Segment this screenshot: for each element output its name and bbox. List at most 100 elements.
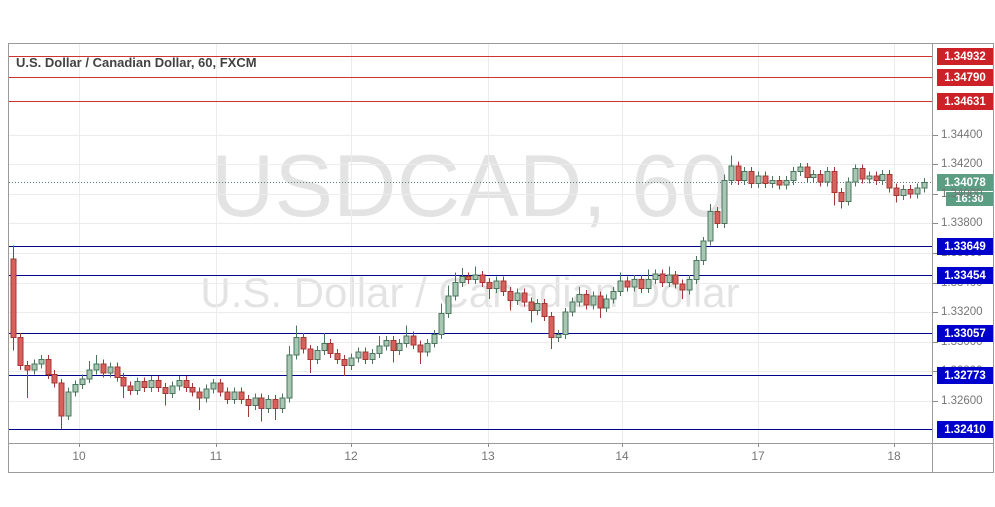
candle <box>72 380 79 397</box>
price-tick <box>933 164 938 165</box>
candle <box>286 346 293 403</box>
time-tick <box>758 443 759 447</box>
candlestick-series <box>10 155 928 430</box>
resistance-price-badge: 1.34790 <box>937 69 993 86</box>
last-price-badge: 1.34078 <box>937 174 993 191</box>
chart-pane[interactable] <box>9 44 932 443</box>
candle <box>514 288 521 305</box>
price-tick <box>933 194 938 195</box>
candle <box>327 338 334 359</box>
candle <box>548 312 555 350</box>
chart-frame-border <box>8 43 994 473</box>
candle <box>252 393 259 410</box>
price-tick <box>933 342 938 343</box>
candle <box>769 176 776 188</box>
candle <box>672 270 679 289</box>
candle <box>24 361 31 399</box>
candle <box>900 184 907 200</box>
candle <box>307 344 314 373</box>
bar-countdown-badge: 16:30 <box>946 192 993 206</box>
candle <box>838 187 845 209</box>
time-tick <box>216 443 217 447</box>
time-axis-label: 12 <box>344 449 358 463</box>
candle <box>65 387 72 421</box>
candle <box>831 167 838 206</box>
candle <box>341 355 348 376</box>
candle <box>500 276 507 296</box>
candle <box>238 387 245 404</box>
price-axis-label: 1.34200 <box>941 158 983 170</box>
candle <box>100 359 107 378</box>
candle <box>279 393 286 413</box>
candle <box>610 287 617 304</box>
candle <box>562 307 569 339</box>
candle <box>879 170 886 185</box>
price-axis-label: 1.33800 <box>941 217 983 229</box>
price-axis-label: 1.32600 <box>941 395 983 407</box>
candle <box>169 381 176 399</box>
time-tick <box>622 443 623 447</box>
time-axis[interactable]: 10 11 12 13 14 17 18 <box>8 443 993 472</box>
candle <box>686 275 693 295</box>
candle <box>127 381 134 396</box>
candle <box>31 359 38 375</box>
candle <box>79 374 86 390</box>
candle <box>569 297 576 317</box>
candle <box>10 245 17 351</box>
candle <box>810 170 817 183</box>
candle <box>528 297 535 323</box>
candle <box>272 395 279 421</box>
candle <box>631 275 638 292</box>
candle <box>459 267 466 288</box>
time-axis-label: 10 <box>72 449 86 463</box>
candle <box>714 207 721 228</box>
candle <box>376 335 383 359</box>
candle <box>465 272 472 285</box>
price-tick <box>933 223 938 224</box>
support-price-badge: 1.33057 <box>937 325 993 342</box>
gridlines <box>9 44 932 443</box>
price-tick <box>933 135 938 136</box>
candle <box>866 171 873 184</box>
price-tick <box>933 312 938 313</box>
candle <box>107 362 114 378</box>
candle <box>224 387 231 404</box>
candle <box>196 387 203 410</box>
candle <box>741 167 748 185</box>
candle <box>907 184 914 199</box>
candle <box>576 287 583 307</box>
price-tick <box>933 283 938 284</box>
candle <box>721 174 728 228</box>
time-axis-label: 13 <box>481 449 495 463</box>
candle <box>369 349 376 364</box>
candle <box>659 269 666 288</box>
candle <box>783 176 790 190</box>
candle <box>134 377 141 396</box>
candle <box>845 177 852 206</box>
price-axis[interactable]: 1.34078 16:30 1.34400 1.34200 1.34000 1.338… <box>933 43 993 443</box>
candle <box>362 347 369 364</box>
candle <box>617 272 624 296</box>
candle <box>314 346 321 364</box>
candle <box>748 167 755 188</box>
candle <box>51 369 58 388</box>
candle <box>245 395 252 418</box>
candle <box>293 325 300 360</box>
candle <box>155 375 162 393</box>
candle <box>348 353 355 370</box>
candle <box>679 279 686 299</box>
symbol-title: U.S. Dollar / Canadian Dollar, 60, FXCM <box>16 55 257 70</box>
candle <box>410 331 417 350</box>
candle <box>638 275 645 293</box>
candle <box>210 378 217 394</box>
candle <box>45 355 52 379</box>
candle <box>597 291 604 319</box>
candle <box>693 256 700 285</box>
candle <box>921 177 928 193</box>
time-axis-label: 18 <box>887 449 901 463</box>
time-tick <box>894 443 895 447</box>
candle <box>424 338 431 357</box>
candle <box>231 387 238 404</box>
candle <box>873 171 880 185</box>
price-axis-label: 1.33200 <box>941 306 983 318</box>
